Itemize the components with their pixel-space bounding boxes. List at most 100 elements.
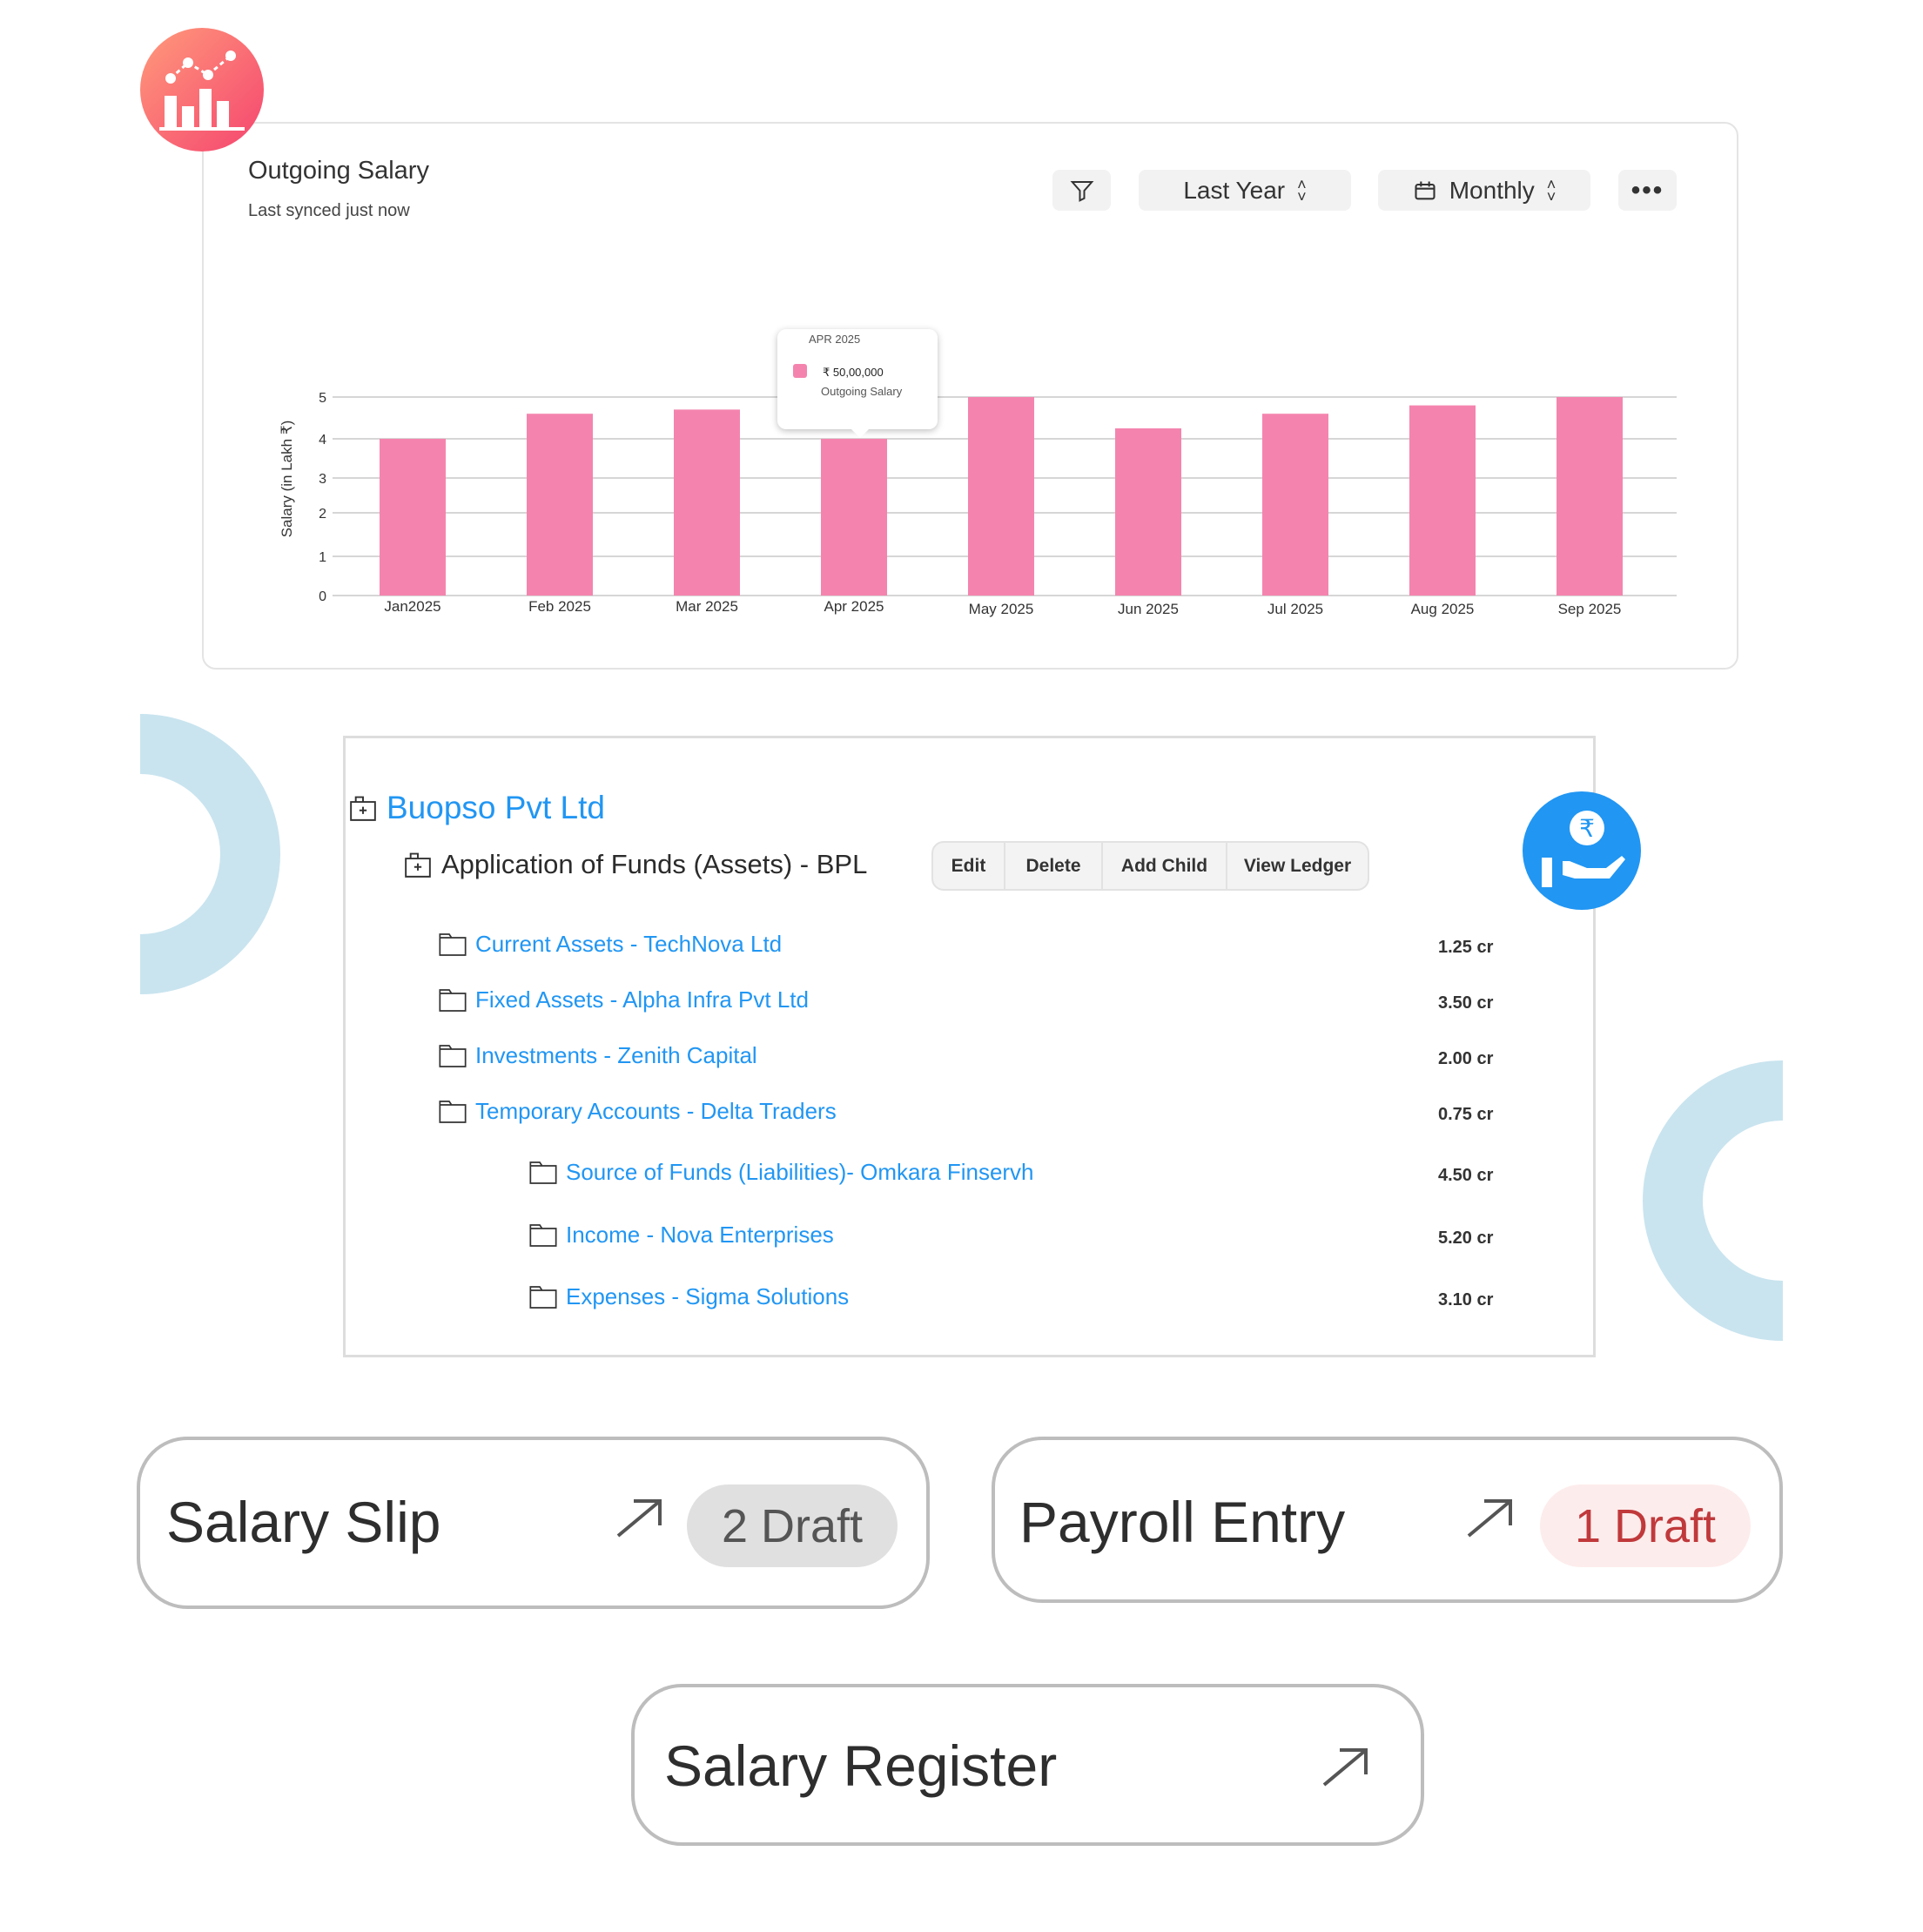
folder-icon [439,1044,467,1067]
x-tick-label: Sep 2025 [1558,601,1622,617]
bar[interactable] [527,414,593,596]
folder-icon [439,1100,467,1123]
tree-item[interactable]: Fixed Assets - Alpha Infra Pvt Ltd [439,986,809,1013]
draft-badge: 2 Draft [687,1484,898,1567]
calendar-icon [1415,181,1436,199]
x-tick-label: Feb 2025 [528,598,591,615]
filter-icon [1070,180,1093,202]
delete-button[interactable]: Delete [1005,843,1103,889]
tree-item-label: Investments - Zenith Capital [475,1042,757,1068]
y-tick-label: 2 [319,507,326,522]
svg-text:₹: ₹ [1579,814,1595,843]
tooltip-swatch [793,364,807,378]
salary-register-link[interactable]: Salary Register [631,1684,1424,1846]
tooltip-value: ₹ 50,00,000 [823,366,884,379]
tree-item[interactable]: Investments - Zenith Capital [439,1042,757,1069]
tree-item-amount: 5.20 cr [1438,1229,1494,1248]
x-tick-label: Aug 2025 [1411,601,1475,617]
more-dots-icon: ••• [1631,175,1664,205]
folder-plus-icon [350,796,376,821]
period-select[interactable]: Last Year ˄ ˅ [1139,170,1351,211]
interval-value: Monthly [1449,176,1535,204]
chart-logo-icon [140,28,264,151]
tree-item-amount: 0.75 cr [1438,1105,1494,1124]
rupee-hand-icon: ₹ [1523,791,1641,910]
y-tick-label: 5 [319,391,326,406]
arrow-up-right-icon [616,1499,662,1538]
tree-root[interactable]: Buopso Pvt Ltd [348,790,605,826]
node-actions: Edit Delete Add Child View Ledger [931,841,1369,891]
tree-group-label: Application of Funds (Assets) - BPL [441,849,868,879]
salary-slip-label: Salary Slip [166,1490,441,1554]
bar[interactable] [821,439,887,596]
arrow-up-right-icon [1322,1748,1368,1787]
tree-item-label: Current Assets - TechNova Ltd [475,931,783,957]
bar[interactable] [674,409,740,596]
tree-item[interactable]: Income - Nova Enterprises [529,1222,834,1249]
add-child-button[interactable]: Add Child [1103,843,1227,889]
tree-item-amount: 2.00 cr [1438,1049,1494,1068]
payroll-entry-label: Payroll Entry [1019,1490,1346,1554]
bar[interactable] [1409,405,1476,596]
chart-title: Outgoing Salary [248,157,429,185]
folder-plus-icon [405,852,431,878]
tree-item[interactable]: Source of Funds (Liabilities)- Omkara Fi… [529,1159,1034,1186]
tree-item-amount: 3.10 cr [1438,1290,1494,1309]
tree-item-amount: 1.25 cr [1438,938,1494,957]
decorative-arc-right [1643,1060,1783,1341]
tree-item-label: Income - Nova Enterprises [566,1222,834,1248]
decorative-arc-left [140,714,280,994]
tree-item-label: Temporary Accounts - Delta Traders [475,1098,837,1124]
x-tick-label: May 2025 [969,601,1034,617]
filter-button[interactable] [1052,170,1111,211]
salary-register-label: Salary Register [664,1733,1058,1798]
salary-slip-link[interactable]: Salary Slip 2 Draft [137,1437,930,1609]
tree-item-label: Fixed Assets - Alpha Infra Pvt Ltd [475,986,809,1013]
edit-button[interactable]: Edit [933,843,1005,889]
tree-item-amount: 4.50 cr [1438,1166,1494,1185]
tree-group[interactable]: Application of Funds (Assets) - BPL [403,849,867,880]
view-ledger-button[interactable]: View Ledger [1243,855,1352,876]
bar[interactable] [380,439,446,596]
more-options-button[interactable]: ••• [1618,170,1677,211]
sort-chevrons-icon: ˄ ˅ [1546,175,1557,205]
bar[interactable] [968,397,1034,596]
y-tick-label: 1 [319,550,326,565]
sync-status: Last synced just now [248,201,410,220]
folder-icon [439,988,467,1012]
interval-select[interactable]: Monthly ˄ ˅ [1378,170,1590,211]
folder-icon [439,932,467,956]
tree-item[interactable]: Current Assets - TechNova Ltd [439,931,782,958]
tree-item[interactable]: Temporary Accounts - Delta Traders [439,1098,837,1125]
arrow-up-right-icon [1467,1499,1512,1538]
folder-icon [529,1223,557,1247]
account-tree-panel [343,736,1596,1357]
salary-bar-chart: 0 1 2 3 4 5 Jan2025 Feb 2025 Mar 2025 Apr 2025 May… [319,391,1677,617]
sort-chevrons-icon: ˄ ˅ [1297,175,1307,205]
x-tick-label: Apr 2025 [824,598,884,615]
tree-root-label: Buopso Pvt Ltd [387,790,605,825]
tooltip-series: Outgoing Salary [821,385,903,398]
tree-item-label: Expenses - Sigma Solutions [566,1283,850,1309]
x-tick-label: Jan2025 [384,598,440,615]
x-tick-label: Jul 2025 [1267,601,1323,617]
bar[interactable] [1557,397,1623,596]
x-tick-label: Jun 2025 [1118,601,1179,617]
chart-tooltip: APR 2025 ₹ 50,00,000 Outgoing Salary [777,329,938,438]
tree-item-amount: 3.50 cr [1438,993,1494,1013]
bar[interactable] [1262,414,1328,596]
y-tick-label: 4 [319,433,326,448]
bar[interactable] [1115,428,1181,596]
y-tick-label: 3 [319,472,326,487]
folder-icon [529,1285,557,1309]
draft-badge: 1 Draft [1540,1484,1751,1567]
y-tick-label: 0 [319,589,326,604]
payroll-entry-link[interactable]: Payroll Entry 1 Draft [992,1437,1783,1603]
y-axis-label: Salary (in Lakh ₹) [279,420,295,538]
tree-item-label: Source of Funds (Liabilities)- Omkara Fi… [566,1159,1034,1185]
tree-item[interactable]: Expenses - Sigma Solutions [529,1283,849,1310]
tooltip-date: APR 2025 [809,333,861,346]
period-value: Last Year [1183,176,1286,204]
folder-icon [529,1161,557,1184]
x-tick-label: Mar 2025 [676,598,738,615]
